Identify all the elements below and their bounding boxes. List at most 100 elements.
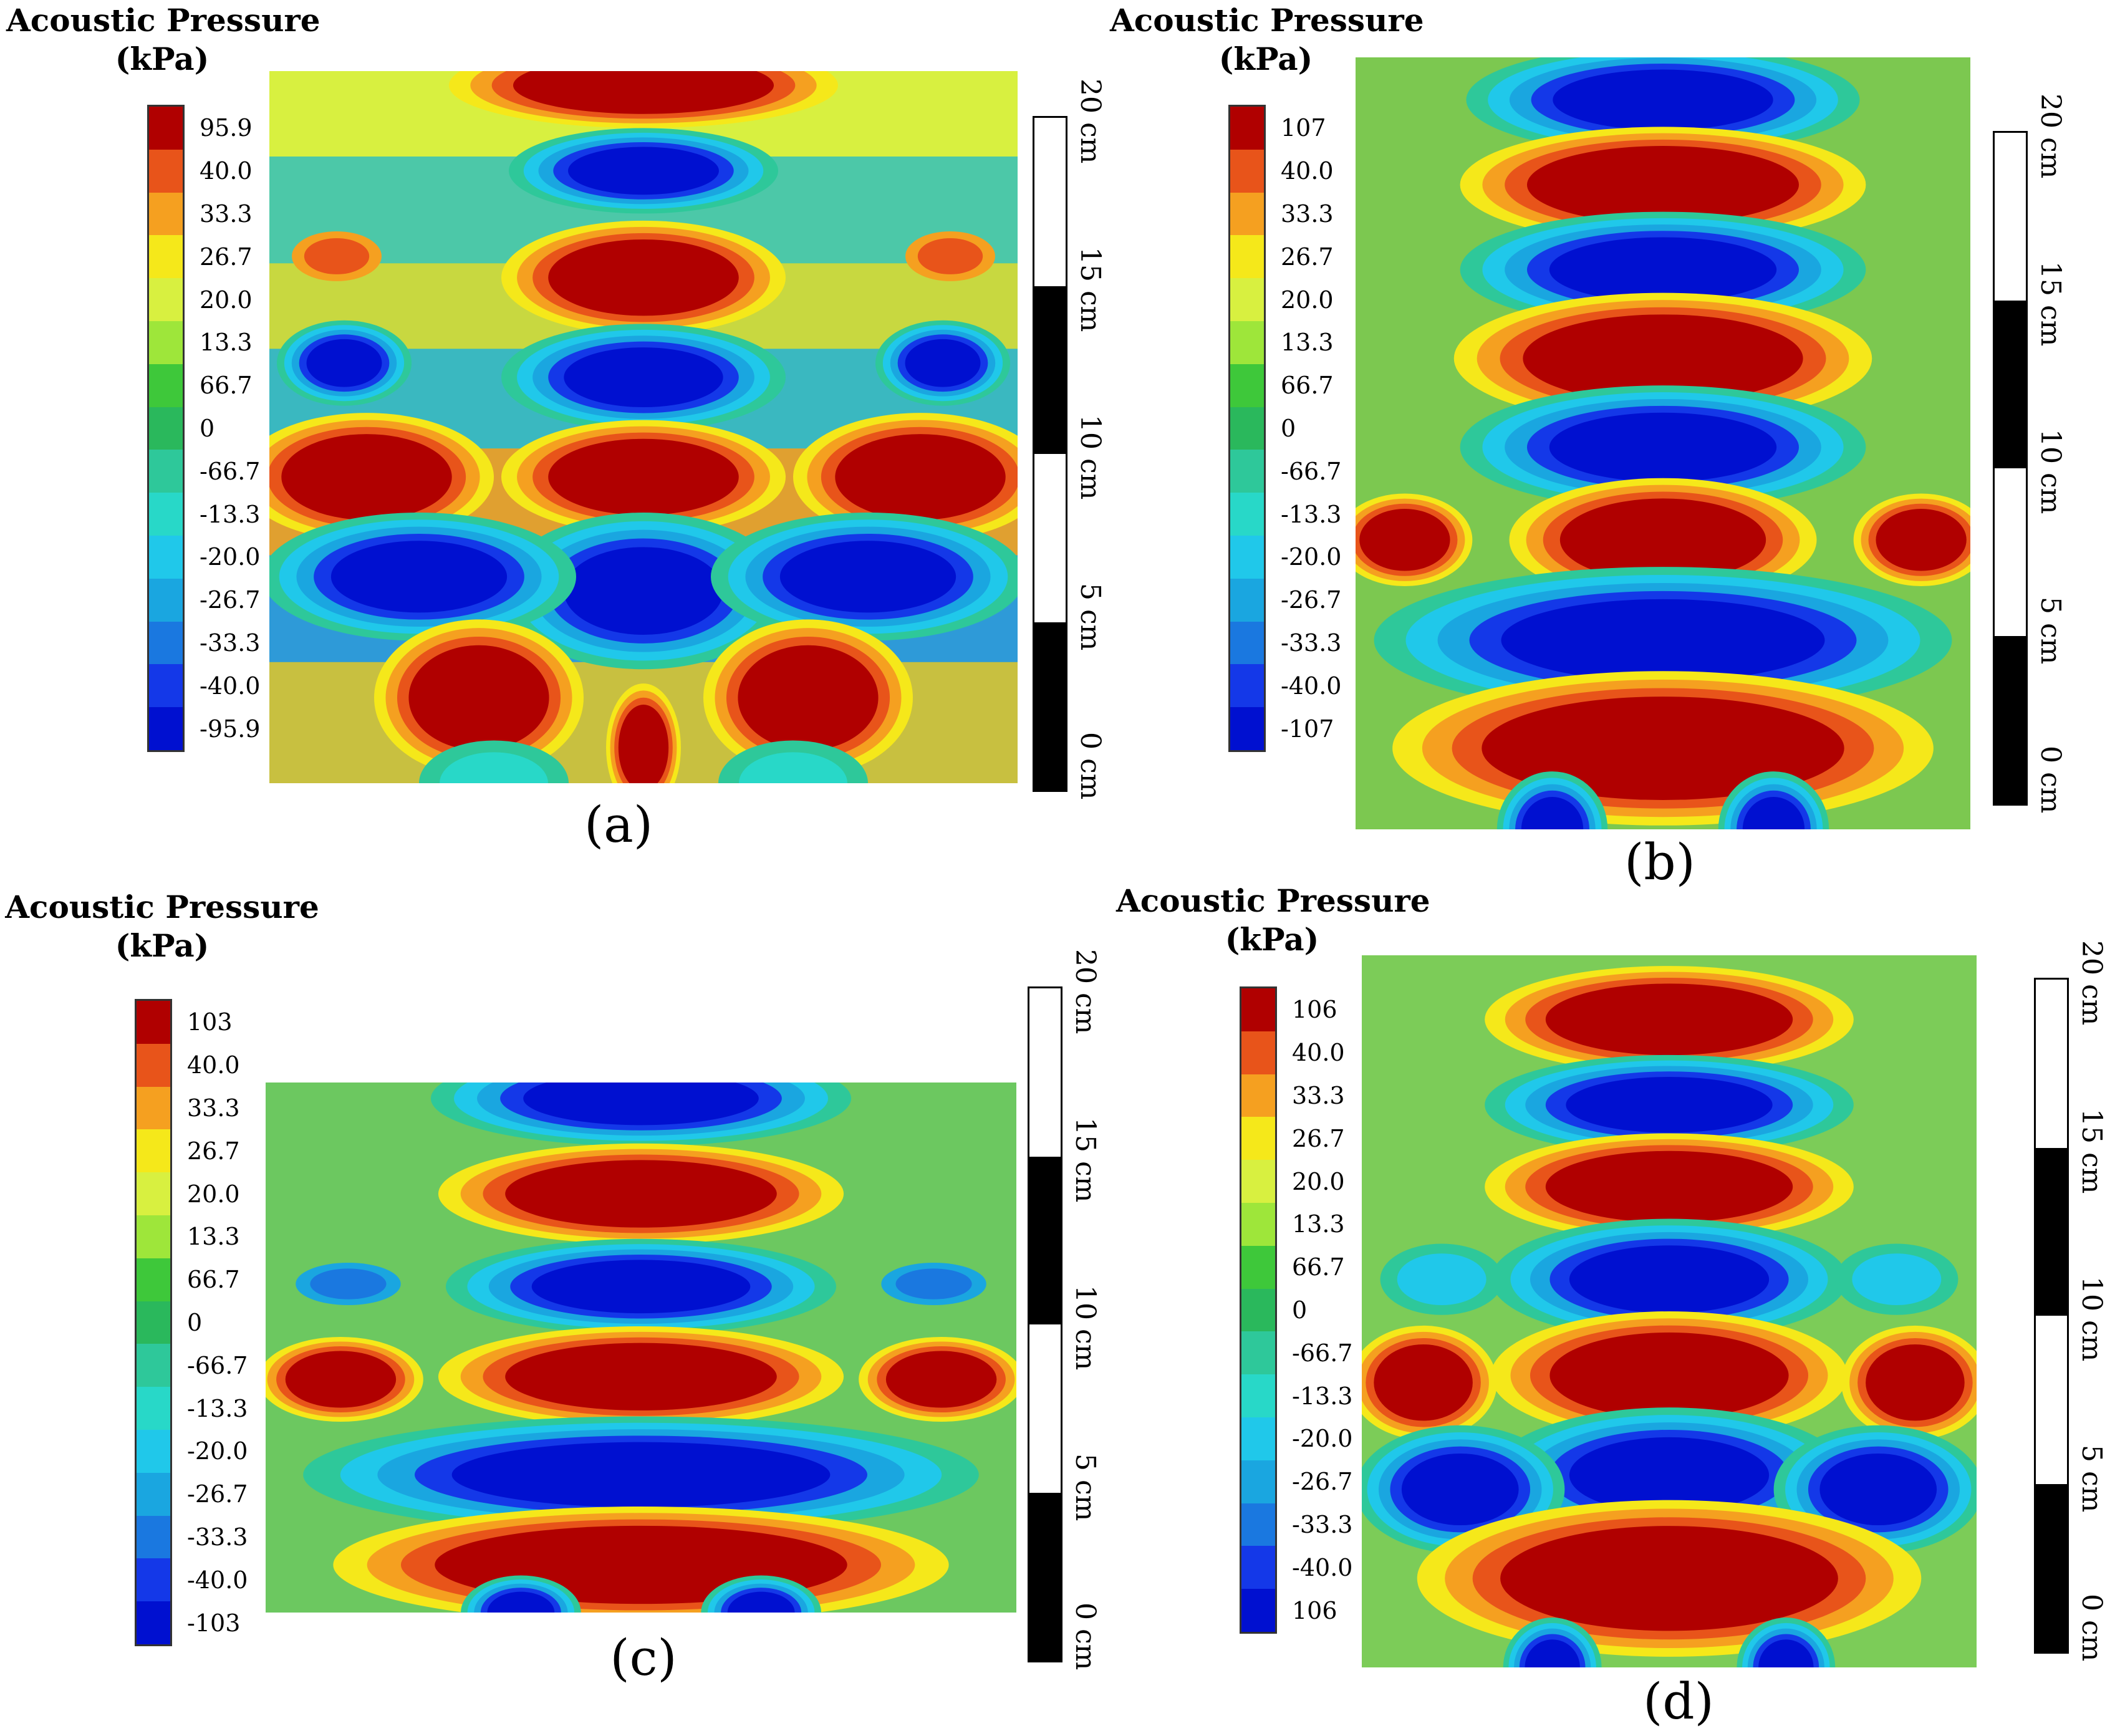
colorbar-tick-label: 0 [1281, 415, 1296, 442]
colorbar-tick-label: 13.3 [200, 329, 253, 357]
scale-bar [1033, 116, 1067, 792]
colorbar-tick-label: 40.0 [187, 1051, 240, 1079]
panel-a: Acoustic Pressure (kPa) 95.9 40.0 33.3 26.7… [0, 0, 1106, 868]
colorbar-segment [137, 1215, 170, 1258]
colorbar-segment [137, 1001, 170, 1044]
pressure-minimum [430, 1083, 852, 1146]
colorbar-segment [149, 192, 183, 236]
pressure-maximum [1485, 966, 1854, 1073]
pressure-maximum [333, 1507, 949, 1613]
pressure-maximum [793, 413, 1018, 541]
pressure-maximum [1485, 1133, 1854, 1240]
colorbar-segment [149, 364, 183, 407]
scale-label: 15 cm [2076, 1108, 2108, 1194]
colorbar-segment [1241, 1288, 1275, 1332]
scale-bar-segment [1029, 1324, 1061, 1493]
pressure-maximum [501, 420, 786, 534]
colorbar-tick-label: 40.0 [200, 157, 253, 185]
panel-b: Acoustic Pressure (kPa) 107 40.0 33.3 26.7 2… [1060, 0, 2120, 891]
pressure-minimum [1362, 1425, 1565, 1554]
scale-bar [2034, 978, 2069, 1654]
colorbar-tick-label: 26.7 [200, 243, 253, 271]
pressure-minimum [501, 324, 786, 431]
scale-label: 10 cm [2035, 429, 2066, 514]
colorbar [147, 105, 185, 752]
legend-title-line2: (kPa) [115, 927, 210, 964]
colorbar-tick-label: 106 [1292, 996, 1337, 1024]
pressure-minimum [1460, 211, 1866, 328]
legend-title-line1: Acoustic Pressure [1116, 882, 1430, 919]
acoustic-pressure-field [266, 1083, 1016, 1613]
acoustic-pressure-field [269, 71, 1018, 783]
legend-title-line2: (kPa) [1218, 41, 1313, 77]
colorbar-tick-label: 0 [187, 1309, 203, 1336]
colorbar-tick-label: -40.0 [187, 1566, 248, 1594]
colorbar-tick-label: -40.0 [1281, 672, 1342, 700]
colorbar-segment [1230, 149, 1264, 193]
pressure-maximum [266, 1337, 423, 1422]
colorbar-tick-label: -13.3 [1292, 1382, 1353, 1410]
colorbar-segment [1230, 278, 1264, 321]
colorbar-tick-label: 66.7 [1281, 372, 1334, 400]
colorbar-tick-label: -13.3 [200, 500, 261, 528]
pressure-maximum [1356, 493, 1473, 587]
colorbar-segment [137, 1601, 170, 1644]
colorbar-segment [149, 493, 183, 536]
pressure-minimum [875, 320, 1010, 406]
pressure-minimum [711, 513, 1018, 641]
pressure-maximum [374, 619, 584, 776]
colorbar-segment [1241, 1589, 1275, 1632]
pressure-minimum [419, 740, 569, 783]
colorbar-segment [137, 1129, 170, 1173]
pressure-minimum [269, 513, 576, 641]
pressure-minimum [501, 513, 786, 670]
pressure-maximum [1491, 1311, 1848, 1440]
scale-label: 0 cm [2076, 1594, 2108, 1662]
pressure-contour-plot [1356, 57, 1970, 829]
scale-bar-segment [1034, 118, 1066, 286]
colorbar-tick-label: -26.7 [1281, 586, 1342, 614]
pressure-maximum [905, 231, 995, 281]
colorbar-tick-label: 106 [1292, 1596, 1337, 1624]
pressure-minimum [1718, 771, 1829, 829]
scale-bar-segment [1034, 286, 1066, 454]
colorbar-tick-label: -66.7 [1281, 457, 1342, 485]
colorbar-tick-label: -103 [187, 1609, 241, 1637]
colorbar-tick-label: 26.7 [1292, 1124, 1345, 1152]
pressure-minimum [1374, 567, 1952, 714]
pressure-minimum [1737, 1618, 1836, 1667]
colorbar-tick-label: 66.7 [187, 1266, 240, 1294]
pressure-maximum [1362, 1325, 1497, 1440]
pressure-minimum [701, 1575, 821, 1613]
colorbar-segment [137, 1558, 170, 1602]
pressure-maximum [269, 413, 494, 541]
pressure-maximum [1841, 1325, 1977, 1440]
acoustic-pressure-field [1356, 57, 1970, 829]
panel-label: (c) [610, 1629, 677, 1687]
pressure-minimum [718, 740, 868, 783]
colorbar-segment [149, 321, 183, 364]
colorbar-tick-label: -40.0 [1292, 1553, 1353, 1581]
colorbar-tick-label: 13.3 [1281, 329, 1334, 357]
scale-bar-segment [1995, 636, 2026, 804]
pressure-minimum [1835, 1243, 1959, 1315]
scale-label: 20 cm [2035, 94, 2066, 179]
colorbar-tick-label: 66.7 [1292, 1253, 1345, 1281]
pressure-contour-plot [269, 71, 1018, 783]
colorbar-tick-label: 20.0 [1281, 286, 1334, 314]
panel-c: Acoustic Pressure (kPa) 103 40.0 33.3 26.7 2… [0, 868, 1101, 1736]
colorbar-segment [149, 664, 183, 708]
colorbar-segment [149, 235, 183, 279]
colorbar-segment [1241, 1374, 1275, 1417]
colorbar-tick-label: 0 [200, 415, 215, 442]
scale-label: 20 cm [2076, 940, 2108, 1026]
pressure-maximum [606, 683, 681, 783]
colorbar-segment [137, 1387, 170, 1430]
colorbar-tick-label: 33.3 [200, 200, 253, 228]
pressure-minimum [461, 1575, 581, 1613]
colorbar-tick-label: -33.3 [200, 629, 261, 657]
legend-title-line2: (kPa) [1225, 921, 1319, 958]
scale-bar-segment [1995, 468, 2026, 636]
scale-label: 10 cm [2076, 1276, 2108, 1362]
pressure-maximum [501, 220, 786, 335]
